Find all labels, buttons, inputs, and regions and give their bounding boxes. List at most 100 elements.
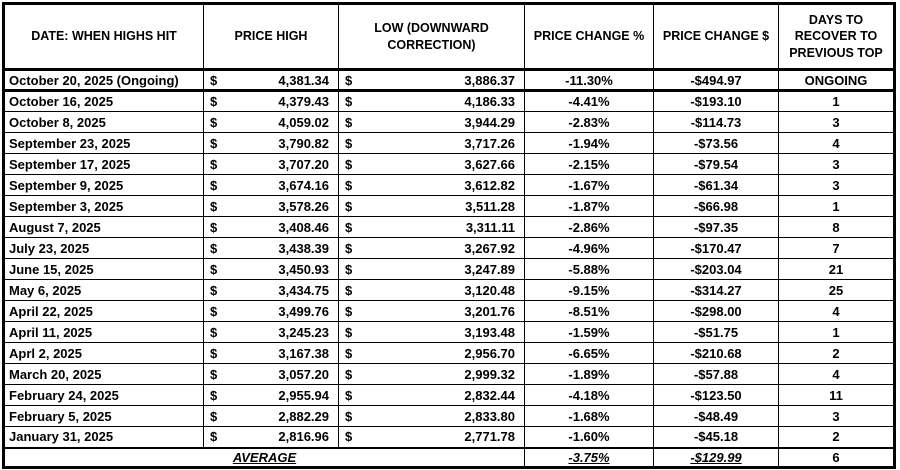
price-high-value: 3,408.46 bbox=[278, 219, 329, 235]
currency-symbol: $ bbox=[210, 261, 218, 277]
date-cell: May 6, 2025 bbox=[3, 279, 204, 301]
price-high-cell: $ 3,057.20 bbox=[203, 363, 339, 385]
price-high-value: 3,499.76 bbox=[278, 303, 329, 319]
price-high-value: 3,450.93 bbox=[278, 261, 329, 277]
currency-symbol: $ bbox=[210, 177, 218, 193]
price-change-usd-cell: -$170.47 bbox=[653, 237, 779, 259]
low-value: 3,612.82 bbox=[464, 177, 515, 193]
price-high-cell: $ 3,707.20 bbox=[203, 153, 339, 175]
low-correction-cell: $ 3,612.82 bbox=[338, 174, 525, 196]
days-to-recover-cell: 3 bbox=[778, 174, 895, 196]
price-high-cell: $ 3,245.23 bbox=[203, 321, 339, 343]
days-to-recover-cell: 4 bbox=[778, 300, 895, 322]
table-row: January 31, 2025 $ 2,816.96 $ 2,771.78 -… bbox=[3, 426, 895, 448]
table-header: DATE: WHEN HIGHS HIT PRICE HIGH LOW (DOW… bbox=[3, 3, 895, 71]
days-to-recover-cell: ONGOING bbox=[778, 69, 895, 92]
price-high-cell: $ 4,379.43 bbox=[203, 90, 339, 112]
price-high-value: 2,882.29 bbox=[278, 408, 329, 424]
price-high-cell: $ 3,790.82 bbox=[203, 132, 339, 154]
currency-symbol: $ bbox=[210, 156, 218, 172]
price-change-usd-cell: -$45.18 bbox=[653, 426, 779, 448]
date-cell: September 17, 2025 bbox=[3, 153, 204, 175]
date-cell: July 23, 2025 bbox=[3, 237, 204, 259]
table-footer: AVERAGE -3.75% -$129.99 6 bbox=[3, 446, 895, 469]
currency-symbol: $ bbox=[345, 114, 353, 130]
currency-symbol: $ bbox=[345, 366, 353, 382]
price-change-usd-cell: -$97.35 bbox=[653, 216, 779, 238]
price-change-usd-cell: -$57.88 bbox=[653, 363, 779, 385]
low-value: 3,944.29 bbox=[464, 114, 515, 130]
low-correction-cell: $ 3,247.89 bbox=[338, 258, 525, 280]
table-row: August 7, 2025 $ 3,408.46 $ 3,311.11 -2.… bbox=[3, 216, 895, 238]
currency-symbol: $ bbox=[345, 94, 353, 109]
col-header-days-to-recover: DAYS TO RECOVER TO PREVIOUS TOP bbox=[778, 3, 895, 71]
days-to-recover-cell: 21 bbox=[778, 258, 895, 280]
price-high-cell: $ 3,578.26 bbox=[203, 195, 339, 217]
currency-symbol: $ bbox=[345, 261, 353, 277]
table-row: October 16, 2025 $ 4,379.43 $ 4,186.33 -… bbox=[3, 90, 895, 112]
currency-symbol: $ bbox=[345, 240, 353, 256]
price-change-pct-cell: -5.88% bbox=[524, 258, 654, 280]
price-high-cell: $ 3,674.16 bbox=[203, 174, 339, 196]
date-cell: September 3, 2025 bbox=[3, 195, 204, 217]
price-change-pct-cell: -9.15% bbox=[524, 279, 654, 301]
days-to-recover-cell: 1 bbox=[778, 195, 895, 217]
price-change-usd-cell: -$123.50 bbox=[653, 384, 779, 406]
currency-symbol: $ bbox=[345, 324, 353, 340]
low-value: 2,999.32 bbox=[464, 366, 515, 382]
average-label: AVERAGE bbox=[3, 446, 525, 469]
date-cell: January 31, 2025 bbox=[3, 426, 204, 448]
price-high-value: 3,438.39 bbox=[278, 240, 329, 256]
price-change-pct-cell: -11.30% bbox=[524, 69, 654, 92]
average-price-change-usd: -$129.99 bbox=[653, 446, 779, 469]
date-cell: February 24, 2025 bbox=[3, 384, 204, 406]
low-value: 2,771.78 bbox=[464, 429, 515, 445]
currency-symbol: $ bbox=[210, 282, 218, 298]
low-correction-cell: $ 3,717.26 bbox=[338, 132, 525, 154]
days-to-recover-cell: 3 bbox=[778, 153, 895, 175]
currency-symbol: $ bbox=[345, 198, 353, 214]
low-correction-cell: $ 3,511.28 bbox=[338, 195, 525, 217]
price-change-pct-cell: -1.94% bbox=[524, 132, 654, 154]
currency-symbol: $ bbox=[210, 240, 218, 256]
price-change-pct-cell: -4.96% bbox=[524, 237, 654, 259]
low-value: 3,627.66 bbox=[464, 156, 515, 172]
price-high-cell: $ 2,882.29 bbox=[203, 405, 339, 427]
price-change-usd-cell: -$66.98 bbox=[653, 195, 779, 217]
price-high-value: 2,955.94 bbox=[278, 387, 329, 403]
low-value: 4,186.33 bbox=[464, 94, 515, 109]
currency-symbol: $ bbox=[210, 408, 218, 424]
table-row: September 23, 2025 $ 3,790.82 $ 3,717.26… bbox=[3, 132, 895, 154]
days-to-recover-cell: 3 bbox=[778, 405, 895, 427]
price-change-usd-cell: -$193.10 bbox=[653, 90, 779, 112]
currency-symbol: $ bbox=[210, 114, 218, 130]
date-cell: August 7, 2025 bbox=[3, 216, 204, 238]
currency-symbol: $ bbox=[345, 72, 353, 88]
price-high-value: 3,167.38 bbox=[278, 345, 329, 361]
currency-symbol: $ bbox=[210, 94, 218, 109]
price-change-pct-cell: -1.59% bbox=[524, 321, 654, 343]
price-change-usd-cell: -$61.34 bbox=[653, 174, 779, 196]
price-change-pct-cell: -1.89% bbox=[524, 363, 654, 385]
price-high-cell: $ 3,450.93 bbox=[203, 258, 339, 280]
days-to-recover-cell: 1 bbox=[778, 321, 895, 343]
price-change-pct-cell: -4.18% bbox=[524, 384, 654, 406]
price-high-value: 3,245.23 bbox=[278, 324, 329, 340]
currency-symbol: $ bbox=[345, 219, 353, 235]
price-change-pct-cell: -1.68% bbox=[524, 405, 654, 427]
date-cell: October 16, 2025 bbox=[3, 90, 204, 112]
table-row: Aprl 2, 2025 $ 3,167.38 $ 2,956.70 -6.65… bbox=[3, 342, 895, 364]
price-high-value: 3,790.82 bbox=[278, 135, 329, 151]
average-days-to-recover: 6 bbox=[778, 446, 895, 469]
currency-symbol: $ bbox=[345, 156, 353, 172]
table-row: October 8, 2025 $ 4,059.02 $ 3,944.29 -2… bbox=[3, 111, 895, 133]
col-header-price-high: PRICE HIGH bbox=[203, 3, 339, 71]
low-correction-cell: $ 2,956.70 bbox=[338, 342, 525, 364]
price-change-usd-cell: -$298.00 bbox=[653, 300, 779, 322]
col-header-price-change-pct: PRICE CHANGE % bbox=[524, 3, 654, 71]
days-to-recover-cell: 2 bbox=[778, 342, 895, 364]
price-high-cell: $ 3,499.76 bbox=[203, 300, 339, 322]
days-to-recover-cell: 7 bbox=[778, 237, 895, 259]
price-high-value: 4,379.43 bbox=[278, 94, 329, 109]
